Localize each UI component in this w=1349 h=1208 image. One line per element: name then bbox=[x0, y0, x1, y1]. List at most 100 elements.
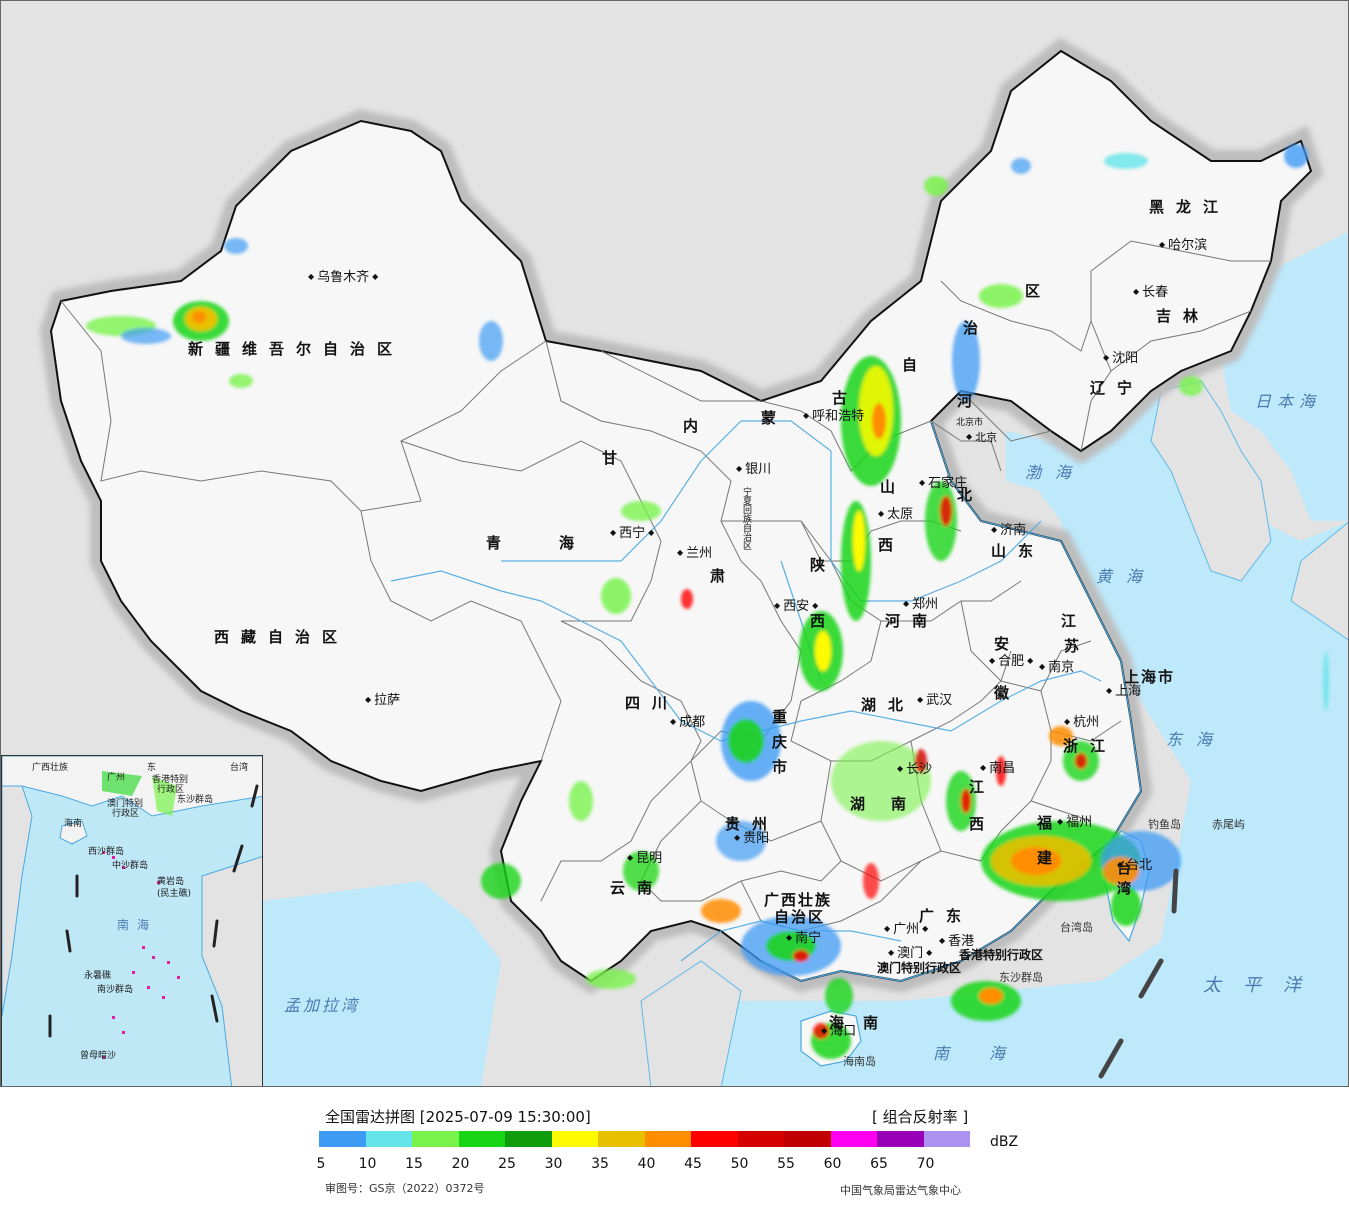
label-shaanxi-a: 陕 bbox=[810, 556, 838, 574]
city-lanzhou: 兰州 bbox=[677, 547, 712, 560]
city-changsha: 长沙 bbox=[897, 763, 932, 776]
label-qinghai-b: 海 bbox=[559, 534, 587, 552]
inset-label-huangyan2: (民主礁) bbox=[157, 889, 192, 899]
label-jilin: 吉林 bbox=[1156, 307, 1211, 325]
boundary-dashes bbox=[1098, 868, 1179, 1079]
label-nmg-a: 内 bbox=[683, 417, 711, 435]
label-sichuan: 四川 bbox=[625, 694, 680, 712]
color-swatch bbox=[412, 1131, 459, 1147]
label-shanxi-b: 西 bbox=[878, 536, 906, 554]
label-nmg-c: 古 bbox=[832, 389, 860, 407]
city-xianggang: 香港 bbox=[939, 935, 974, 948]
scale-tick-label: 40 bbox=[637, 1156, 656, 1172]
color-swatch bbox=[691, 1131, 738, 1147]
city-hohhot: 呼和浩特 bbox=[803, 410, 864, 423]
label-shaanxi-b: 西 bbox=[810, 612, 838, 630]
label-hunan-a: 湖 bbox=[850, 795, 878, 813]
sea-bohai: 渤海 bbox=[1025, 463, 1086, 482]
inset-label-guangxi: 广西壮族 bbox=[32, 763, 69, 773]
city-nanjing: 南京 bbox=[1039, 661, 1074, 674]
island-diaoyu: 钓鱼岛 bbox=[1148, 818, 1181, 831]
city-jinan: 济南 bbox=[991, 524, 1026, 537]
legend-panel: 全国雷达拼图 [2025-07-09 15:30:00] [ 组合反射率 ] 5… bbox=[0, 1088, 1349, 1208]
scale-tick-label: 10 bbox=[358, 1156, 377, 1172]
legend-product: [ 组合反射率 ] bbox=[872, 1108, 969, 1126]
inset-label-guangzhou: 广州 bbox=[107, 773, 126, 783]
label-macau: 澳门特别行政区 bbox=[877, 961, 962, 975]
label-beijing-prov: 北京市 bbox=[956, 418, 984, 428]
label-anhui-b: 徽 bbox=[994, 684, 1022, 702]
city-fuzhou: 福州 bbox=[1057, 816, 1092, 829]
inset-label-hainan: 海南 bbox=[64, 819, 83, 829]
sea-taipingyang: 太平洋 bbox=[1203, 975, 1323, 996]
sea-area bbox=[701, 381, 1348, 1086]
color-swatch bbox=[551, 1131, 598, 1147]
city-shijiazhuang: 石家庄 bbox=[919, 477, 967, 490]
city-chengdu: 成都 bbox=[670, 716, 705, 729]
radar-map: 新疆维吾尔自治区 西藏自治区 青 海 甘 肃 内 蒙 古 自 治 区 黑龙江 吉… bbox=[0, 0, 1349, 1087]
sea-donghai: 东海 bbox=[1166, 730, 1227, 749]
city-yinchuan: 银川 bbox=[736, 463, 771, 476]
island-chiwei: 赤尾屿 bbox=[1212, 818, 1245, 831]
scale-tick-label: 5 bbox=[316, 1156, 326, 1172]
south-china-sea-inset: 广西壮族 东 台湾 广州 香港特别 行政区 澳门特别 行政区 东沙群岛 海南 西… bbox=[1, 755, 263, 1086]
label-henan: 河南 bbox=[885, 612, 940, 630]
color-swatch bbox=[877, 1131, 924, 1147]
label-liaoning: 辽宁 bbox=[1090, 379, 1145, 397]
label-jiangsu-a: 江 bbox=[1061, 612, 1089, 630]
island-taiwan: 台湾岛 bbox=[1060, 921, 1093, 934]
approval-number: 审图号：GS京（2022）0372号 bbox=[325, 1182, 485, 1195]
city-xining: 西宁 bbox=[610, 527, 654, 540]
label-nmg-b: 蒙 bbox=[761, 409, 789, 427]
color-swatch bbox=[644, 1131, 691, 1147]
label-xizang: 西藏自治区 bbox=[214, 628, 350, 646]
city-guangzhou: 广州 bbox=[884, 923, 928, 936]
label-jiangsu-b: 苏 bbox=[1064, 637, 1092, 655]
inset-label-hk2: 行政区 bbox=[157, 785, 185, 795]
color-scale bbox=[319, 1131, 970, 1149]
scale-tick-label: 15 bbox=[405, 1156, 423, 1172]
scale-tick-label: 50 bbox=[730, 1156, 749, 1172]
inset-label-nansha: 南沙群岛 bbox=[97, 985, 134, 995]
city-shenyang: 沈阳 bbox=[1103, 352, 1138, 365]
label-ningxia: 宁夏回族自治区 bbox=[741, 487, 751, 550]
color-swatch bbox=[365, 1131, 412, 1147]
label-qinghai-a: 青 bbox=[486, 534, 514, 552]
scale-tick-label: 70 bbox=[916, 1156, 935, 1172]
bay-bengal bbox=[263, 881, 501, 1086]
vietnam-land bbox=[640, 960, 742, 1086]
label-hubei: 湖北 bbox=[861, 696, 916, 714]
label-fujian-b: 建 bbox=[1037, 849, 1065, 867]
city-nanchang: 南昌 bbox=[980, 762, 1015, 775]
bohai-sea bbox=[1006, 431, 1071, 491]
inset-label-tw: 台湾 bbox=[230, 763, 249, 773]
sea-nanhai: 南海 bbox=[933, 1044, 1046, 1063]
inset-label-macau2: 行政区 bbox=[112, 809, 140, 819]
city-xian: 西安 bbox=[774, 600, 818, 613]
label-gansu-b: 肃 bbox=[710, 567, 738, 585]
city-hefei: 合肥 bbox=[989, 655, 1033, 668]
color-swatch bbox=[784, 1131, 831, 1147]
label-anhui-a: 安 bbox=[994, 635, 1022, 653]
city-harbin: 哈尔滨 bbox=[1159, 239, 1207, 252]
scale-tick-label: 25 bbox=[498, 1156, 516, 1172]
color-swatch bbox=[319, 1131, 366, 1147]
island-dongsha: 东沙群岛 bbox=[999, 971, 1043, 984]
city-taiyuan: 太原 bbox=[878, 508, 913, 521]
scale-tick-label: 45 bbox=[684, 1156, 702, 1172]
legend-unit: dBZ bbox=[990, 1134, 1019, 1150]
korea-land bbox=[1150, 380, 1272, 582]
sea-riben: 日本海 bbox=[1255, 392, 1322, 411]
label-xinjiang: 新疆维吾尔自治区 bbox=[188, 340, 405, 358]
color-swatch bbox=[598, 1131, 645, 1147]
label-gansu-a: 甘 bbox=[602, 449, 630, 467]
inset-label-huangyan: 黄岩岛 bbox=[157, 877, 185, 887]
producer-name: 中国气象局雷达气象中心 bbox=[840, 1184, 961, 1197]
scale-tick-label: 35 bbox=[591, 1156, 609, 1172]
scale-tick-label: 55 bbox=[777, 1156, 795, 1172]
city-lhasa: 拉萨 bbox=[365, 694, 400, 707]
inset-label-zhongsha: 中沙群岛 bbox=[112, 861, 149, 871]
color-swatch bbox=[505, 1131, 552, 1147]
label-shanxi-a: 山 bbox=[880, 478, 908, 496]
inset-label-hk: 香港特别 bbox=[152, 775, 189, 785]
